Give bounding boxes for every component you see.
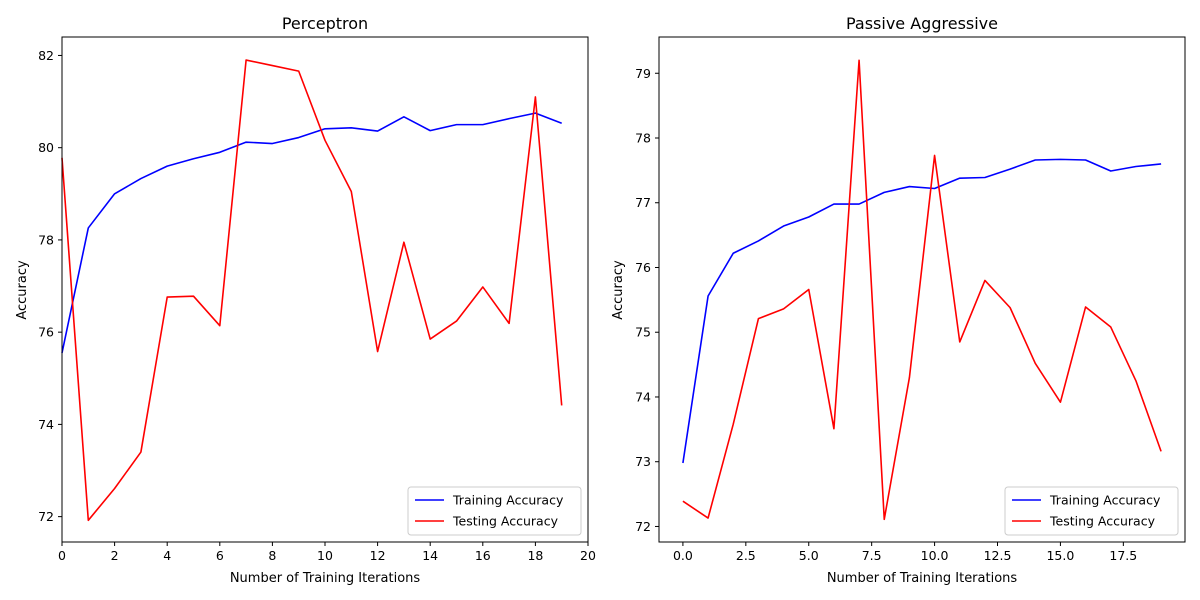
y-tick-label: 74 [38, 417, 54, 432]
x-tick-label: 12.5 [984, 548, 1012, 563]
legend-label-0: Training Accuracy [1049, 493, 1161, 508]
x-tick-label: 12 [370, 548, 386, 563]
x-axis-label: Number of Training Iterations [827, 571, 1018, 586]
legend: Training Accuracy Testing Accuracy [1004, 486, 1179, 536]
legend-label-1: Testing Accuracy [1049, 514, 1156, 529]
x-tick-label: 10.0 [921, 548, 949, 563]
plot-area: 0 2 4 6 8 10 12 14 16 18 20 72 74 76 78 80 82 Training Ac… [38, 36, 596, 563]
legend-label-0: Training Accuracy [452, 493, 564, 508]
y-tick-label: 72 [635, 519, 651, 534]
perceptron-chart: Perceptron Number of Training Iterations… [15, 14, 596, 586]
legend-box [1004, 486, 1179, 536]
y-tick-label: 78 [38, 232, 54, 247]
series-line-1 [682, 59, 1162, 521]
x-tick-label: 7.5 [862, 548, 882, 563]
series-line-1 [61, 59, 563, 522]
x-tick-label: 10 [317, 548, 333, 563]
y-tick-label: 78 [635, 131, 651, 146]
y-axis-label: Accuracy [15, 260, 30, 320]
x-tick-label: 0.0 [673, 548, 693, 563]
chart-title: Perceptron [282, 14, 368, 33]
series-line-0 [682, 158, 1162, 464]
y-tick-label: 72 [38, 509, 54, 524]
x-tick-label: 20 [580, 548, 596, 563]
y-tick-label: 76 [38, 325, 54, 340]
x-tick-label: 14 [422, 548, 438, 563]
legend-label-1: Testing Accuracy [452, 514, 559, 529]
axes-frame [658, 36, 1186, 543]
legend-box [407, 486, 582, 536]
x-tick-label: 4 [163, 548, 171, 563]
x-tick-label: 8 [268, 548, 276, 563]
passive-aggressive-chart: Passive Aggressive Number of Training It… [611, 14, 1186, 586]
y-axis-label: Accuracy [611, 260, 626, 320]
y-tick-label: 80 [38, 140, 54, 155]
y-tick-label: 73 [635, 454, 651, 469]
x-tick-label: 6 [216, 548, 224, 563]
y-tick-label: 75 [635, 325, 651, 340]
x-tick-label: 5.0 [799, 548, 819, 563]
plot-area: 0.0 2.5 5.0 7.5 10.0 12.5 15.0 17.5 72 73 74 75 76 77… [635, 36, 1186, 563]
x-tick-label: 17.5 [1109, 548, 1137, 563]
x-tick-label: 16 [475, 548, 491, 563]
y-tick-label: 77 [635, 195, 651, 210]
chart-title: Passive Aggressive [846, 14, 998, 33]
y-tick-label: 76 [635, 260, 651, 275]
x-tick-label: 2.5 [736, 548, 756, 563]
x-tick-label: 15.0 [1046, 548, 1074, 563]
x-tick-label: 18 [527, 548, 543, 563]
y-tick-label: 82 [38, 48, 54, 63]
series-line-0 [61, 112, 562, 354]
y-tick-label: 79 [635, 66, 651, 81]
x-axis-label: Number of Training Iterations [230, 571, 421, 586]
x-tick-label: 0 [58, 548, 66, 563]
x-tick-label: 2 [111, 548, 119, 563]
y-tick-label: 74 [635, 389, 651, 404]
legend: Training Accuracy Testing Accuracy [407, 486, 582, 536]
